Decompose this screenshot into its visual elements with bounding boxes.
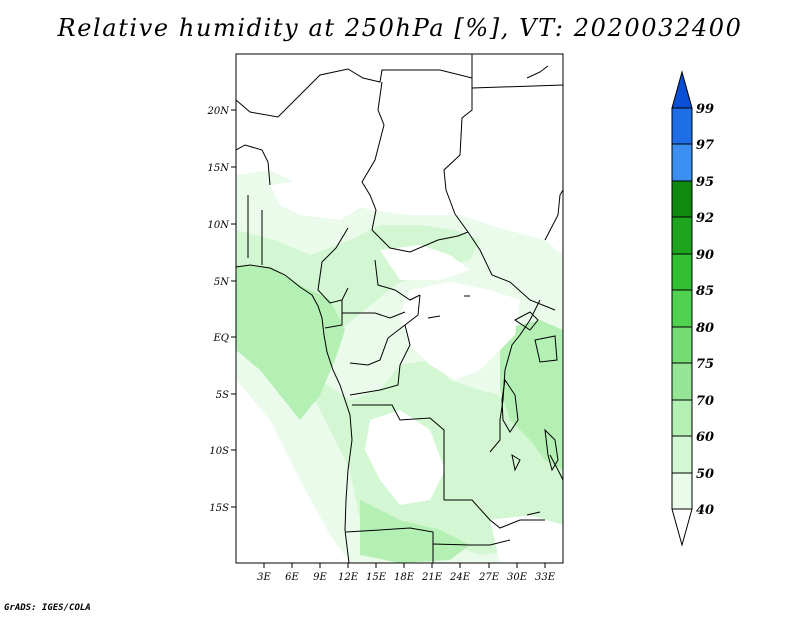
lat-tick-label: 5S — [216, 390, 229, 401]
dry-area-se — [490, 515, 563, 563]
border-line — [489, 299, 541, 453]
colorbar-segment — [671, 435, 693, 474]
colorbar-segment — [671, 107, 693, 145]
lon-tick-label: 15E — [366, 572, 387, 583]
border-line — [349, 294, 421, 366]
colorbar-label: 92 — [696, 211, 714, 226]
lake-shore — [544, 428, 559, 472]
lon-tick-label: 12E — [338, 572, 359, 583]
lon-tick-label: 30E — [507, 572, 528, 583]
colorbar-label: 99 — [696, 102, 714, 117]
colorbar-segment — [671, 399, 693, 437]
border-line — [342, 311, 406, 319]
border-line — [443, 78, 473, 215]
rh-60-region — [236, 265, 345, 420]
border-line — [361, 81, 385, 231]
rh-60-region-south — [360, 500, 470, 563]
colorbar-segment — [671, 289, 693, 328]
colorbar-label: 60 — [696, 430, 714, 445]
colorbar-segment — [671, 326, 693, 364]
lon-tick-label: 9E — [313, 572, 327, 583]
colorbar-label: 70 — [696, 394, 714, 409]
border-line — [236, 144, 271, 186]
border-line — [371, 229, 469, 253]
lat-tick-label: 15N — [208, 163, 231, 174]
lon-tick-label: 33E — [535, 572, 556, 583]
country-borders — [236, 54, 563, 563]
lat-tick-label: 10N — [208, 220, 231, 231]
border-line — [471, 84, 563, 89]
dry-area-central — [400, 282, 520, 380]
lon-tick-label: 21E — [421, 572, 443, 583]
lat-tick-label: 20N — [207, 106, 231, 117]
dry-area-ne — [380, 245, 470, 280]
colorbar-segment — [671, 143, 693, 182]
border-line — [349, 324, 411, 396]
colorbar-label: 50 — [696, 467, 714, 482]
border-line — [324, 300, 343, 329]
lon-axis: 3E 6E 9E 12E 15E 18E 21E 24E 27E 30E 33E — [257, 563, 556, 583]
chart-title: Relative humidity at 250hPa [%], VT: 202… — [57, 14, 743, 42]
border-line — [544, 189, 563, 241]
colorbar-label: 85 — [696, 284, 714, 299]
lake-shore — [501, 378, 519, 433]
lake-shore — [511, 453, 521, 472]
dry-area-angola — [365, 410, 445, 505]
colorbar-label: 80 — [696, 321, 714, 336]
border-line — [236, 54, 473, 118]
lon-tick-label: 6E — [285, 572, 299, 583]
lon-tick-label: 18E — [394, 572, 415, 583]
coastline-west — [236, 264, 353, 563]
colorbar-label: 97 — [696, 138, 714, 153]
lake-shore — [526, 511, 541, 516]
border-line — [352, 404, 445, 500]
credit-label: GrADS: IGES/COLA — [4, 603, 91, 613]
border-line — [432, 539, 511, 546]
colorbar-segment — [671, 362, 693, 401]
colorbar-segment — [671, 216, 693, 255]
colorbar-label: 90 — [696, 248, 714, 263]
colorbar-label: 95 — [696, 175, 714, 190]
border-line — [345, 527, 434, 563]
colorbar-bottom-arrow — [671, 508, 693, 547]
lat-axis: 20N 15N 10N 5N EQ 5S 10S 15S — [207, 106, 236, 514]
dry-area-north — [270, 180, 365, 220]
lake-shore — [427, 315, 441, 319]
lake-shore — [514, 311, 539, 331]
colorbar-segment — [671, 180, 693, 218]
lat-tick-label: 10S — [209, 446, 229, 457]
lake-shore — [534, 335, 558, 363]
lon-tick-label: 24E — [449, 572, 471, 583]
map-frame — [235, 53, 564, 564]
lat-tick-label: 15S — [209, 503, 229, 514]
colorbar-label: 40 — [696, 503, 714, 518]
border-line — [444, 499, 545, 529]
lon-tick-label: 27E — [478, 572, 500, 583]
lon-tick-label: 3E — [257, 572, 271, 583]
border-line — [549, 454, 563, 481]
border-line — [374, 259, 421, 301]
colorbar: 99 97 95 92 90 85 80 75 70 60 50 40 — [671, 70, 714, 547]
coast-ne — [526, 65, 549, 79]
lat-tick-label: EQ — [213, 333, 230, 344]
colorbar-segment — [671, 253, 693, 291]
colorbar-label: 75 — [696, 357, 714, 372]
colorbar-top-arrow — [671, 70, 693, 109]
lat-tick-label: 5N — [214, 277, 230, 288]
colorbar-segment — [671, 472, 693, 510]
